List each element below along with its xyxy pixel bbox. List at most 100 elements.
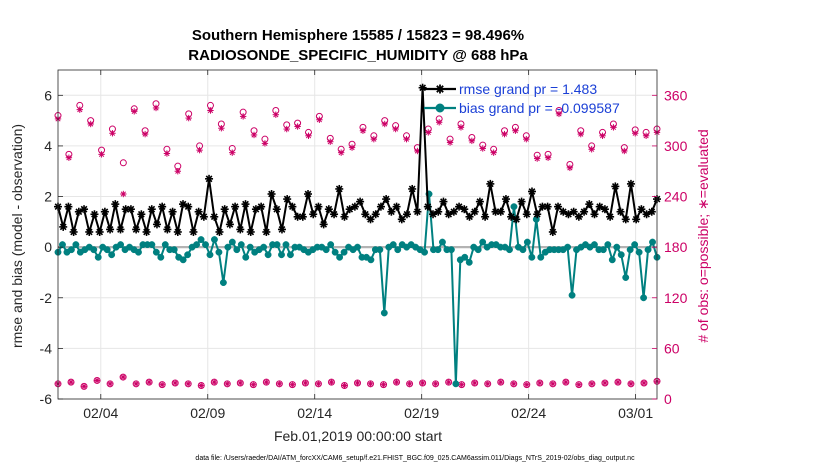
rmse-point — [423, 202, 432, 211]
obs-low-evaluated-marker — [289, 382, 295, 388]
rmse-point — [85, 227, 94, 236]
rmse-point — [533, 210, 542, 219]
y-tick-label: 2 — [44, 189, 52, 205]
bias-point — [631, 241, 639, 249]
obs-evaluated-marker — [501, 130, 508, 138]
bias-point — [447, 246, 455, 254]
legend-bias-marker — [435, 103, 445, 113]
y-right-tick-label: 300 — [664, 138, 688, 154]
bias-point — [206, 251, 214, 259]
obs-low-possible-marker — [406, 380, 414, 388]
rmse-point — [272, 205, 281, 214]
obs-low-possible-marker — [484, 380, 492, 388]
bias-point — [67, 246, 75, 254]
obs-low-possible-marker — [275, 380, 283, 388]
obs-count-series — [54, 100, 661, 390]
bias-point — [148, 241, 156, 249]
bias-point — [336, 253, 344, 261]
obs-low-evaluated-marker — [367, 381, 374, 387]
obs-low-evaluated-marker — [133, 381, 139, 387]
x-tick-label: 02/19 — [404, 405, 439, 421]
obs-evaluated-marker — [642, 132, 650, 139]
obs-low-possible-marker — [340, 382, 348, 390]
y-tick-label: 6 — [44, 87, 52, 103]
rmse-point — [142, 227, 151, 236]
obs-possible-marker — [119, 159, 127, 167]
rmse-point — [90, 210, 99, 219]
rmse-point — [241, 200, 250, 209]
rmse-point — [465, 212, 474, 221]
rmse-point — [600, 205, 609, 214]
rmse-point — [225, 220, 234, 229]
obs-low-evaluated-marker — [276, 381, 282, 387]
rmse-point — [470, 207, 479, 216]
rmse-point — [585, 200, 594, 209]
obs-low-possible-marker — [354, 379, 361, 387]
legend: rmse grand pr = 1.483 bias grand pr = -0… — [424, 81, 620, 116]
obs-low-evaluated-marker — [328, 379, 335, 385]
obs-evaluated-marker — [621, 147, 628, 155]
rmse-point — [460, 205, 469, 214]
obs-evaluated-marker — [337, 149, 345, 156]
y-right-tick-label: 60 — [664, 340, 680, 356]
obs-evaluated-marker — [87, 120, 94, 128]
obs-evaluated-marker — [588, 146, 595, 153]
rmse-point — [132, 225, 141, 234]
obs-evaluated-marker — [120, 190, 127, 198]
obs-evaluated-marker — [305, 132, 312, 139]
obs-low-evaluated-marker — [146, 379, 152, 385]
obs-low-possible-marker — [93, 376, 101, 384]
y-tick-label: -6 — [40, 391, 53, 407]
bias-point — [219, 279, 227, 287]
rmse-point — [257, 202, 266, 211]
x-tick-label: 02/14 — [297, 405, 332, 421]
rmse-point — [350, 202, 359, 211]
rmse-point — [439, 197, 448, 206]
rmse-point — [548, 227, 557, 236]
rmse-point — [64, 202, 73, 211]
bias-point — [613, 243, 621, 251]
obs-low-evaluated-marker — [537, 380, 543, 386]
obs-low-evaluated-marker — [550, 381, 556, 387]
bias-point — [224, 243, 232, 251]
obs-low-possible-marker — [367, 380, 375, 388]
rmse-point — [69, 227, 78, 236]
obs-low-possible-marker — [67, 378, 75, 386]
rmse-point — [632, 215, 641, 224]
rmse-point — [126, 205, 135, 214]
rmse-point — [59, 222, 68, 231]
rmse-point — [335, 184, 344, 193]
obs-low-possible-marker — [236, 379, 244, 387]
obs-low-possible-marker — [510, 380, 518, 388]
obs-low-possible-marker — [288, 381, 296, 389]
obs-evaluated-marker — [294, 123, 301, 130]
rmse-point — [554, 202, 563, 211]
bias-point — [278, 251, 285, 259]
bias-point — [260, 243, 268, 251]
rmse-point — [408, 184, 417, 193]
y-right-tick-label: 0 — [664, 391, 672, 407]
bias-point — [537, 253, 545, 261]
bias-point — [103, 246, 111, 254]
bias-point — [246, 243, 254, 251]
obs-low-evaluated-marker — [107, 381, 113, 387]
rmse-point — [418, 83, 427, 92]
rmse-point — [283, 195, 292, 204]
obs-low-evaluated-marker — [615, 379, 621, 385]
obs-low-evaluated-marker — [420, 380, 426, 386]
obs-evaluated-marker — [65, 154, 73, 161]
obs-low-evaluated-marker — [224, 381, 230, 387]
y-right-tick-label: 180 — [664, 239, 688, 255]
bias-point — [157, 253, 165, 261]
rmse-point — [231, 202, 240, 211]
rmse-point — [309, 210, 318, 219]
y-right-tick-label: 120 — [664, 290, 688, 306]
obs-low-possible-marker — [380, 381, 388, 389]
rmse-point — [356, 197, 365, 206]
rmse-point — [626, 179, 635, 188]
bias-point — [202, 241, 209, 249]
rmse-point — [397, 215, 406, 224]
obs-low-evaluated-marker — [576, 382, 582, 388]
bias-point — [376, 246, 384, 254]
rmse-point — [330, 210, 339, 219]
